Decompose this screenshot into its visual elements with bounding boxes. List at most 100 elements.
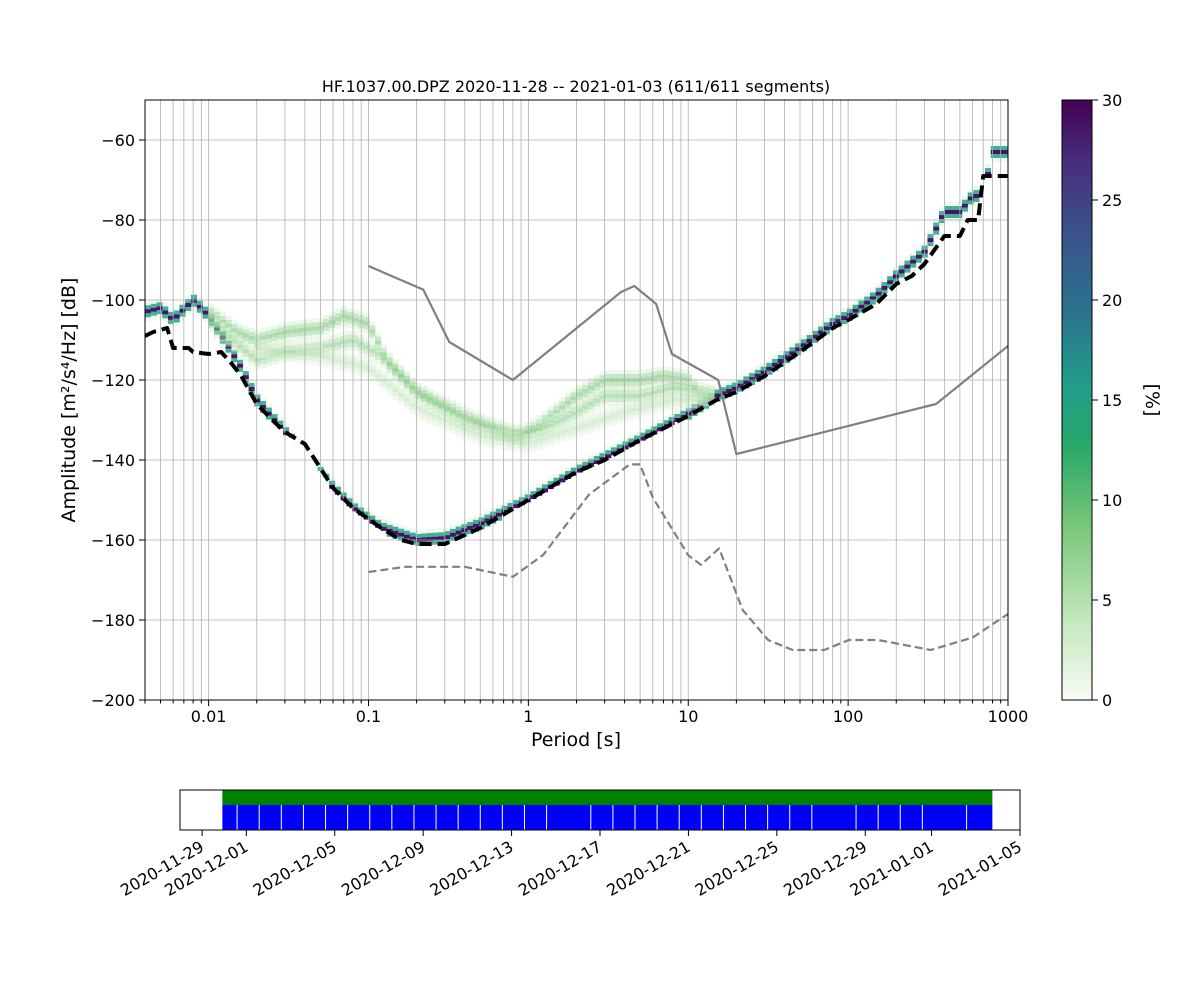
density-cell [513,431,520,436]
density-cell [283,427,290,432]
density-cell [375,332,382,337]
density-cell [513,437,520,442]
density-cell [593,378,600,383]
density-cell [271,344,278,349]
density-cell [352,309,359,314]
density-cell [582,389,589,394]
density-cell [386,354,393,359]
density-cell [846,304,853,309]
density-cell [145,317,152,322]
density-cell [772,354,779,359]
density-cell [352,313,359,318]
colorbar-tick-label: 10 [1102,491,1122,510]
x-tick-label: 100 [833,707,864,726]
density-cell [467,522,474,527]
density-cell [593,402,600,407]
density-cell [582,397,589,402]
density-cell [150,299,157,304]
density-cell [346,315,353,320]
density-cell [409,402,416,407]
density-cell [478,426,485,431]
density-cell [248,327,255,332]
density-cell [294,436,301,441]
density-cell [444,403,451,408]
density-cell [208,324,215,329]
density-cell [726,384,733,389]
density-cell [455,414,462,419]
density-cell [438,416,445,421]
density-cell [495,508,502,513]
density-cell [191,290,198,295]
density-cell [432,393,439,398]
density-cell [766,358,773,363]
density-cell [576,408,583,413]
density-cell [162,306,169,311]
density-cell [576,460,583,465]
density-cell [346,365,353,370]
density-cell [438,412,445,417]
density-cell [300,343,307,348]
density-cell [518,435,526,440]
density-cell [869,288,876,293]
density-cell [611,370,618,374]
density-cell [933,226,940,231]
density-cell [616,415,623,420]
density-cell [271,348,278,353]
density-cell [564,410,572,415]
density-cell [570,422,577,427]
density-cell [559,397,566,402]
density-cell [265,358,272,363]
density-cell [398,532,405,537]
density-cell [507,422,514,427]
density-cell [478,423,485,428]
density-cell [214,321,221,326]
density-cell [484,443,491,448]
density-cell [156,302,163,307]
density-cell [306,335,313,340]
density-cell [639,401,646,406]
density-cell [484,435,491,440]
density-cell [501,438,508,443]
density-cell [996,146,1003,150]
density-cell [219,339,226,344]
density-cell [271,356,278,361]
density-cell [288,321,295,326]
density-cell [495,433,502,438]
density-cell [783,347,790,352]
density-cell [576,464,583,469]
density-cell [242,337,249,342]
density-cell [599,399,606,404]
density-cell [311,326,318,331]
density-cell [570,467,577,472]
density-cell [950,214,957,218]
density-cell [622,441,629,446]
density-cell [352,325,359,330]
timeline-ticks: 2020-11-292020-12-012020-12-052020-12-09… [117,830,1025,900]
density-cell [369,348,376,353]
density-cell [582,385,589,390]
density-cell [582,423,589,428]
density-cell [392,376,399,381]
density-cell [421,537,428,542]
density-cell [657,419,664,424]
density-cell [168,323,175,328]
density-cell [541,414,549,419]
station-minimum-line [145,174,1008,546]
density-cell [564,406,572,411]
density-cell [288,429,295,434]
density-cell [472,515,479,520]
density-cell [564,404,572,409]
density-cell [237,348,244,353]
density-cell [599,375,606,380]
density-cell [616,407,623,412]
density-cell [530,444,537,449]
density-cell [294,320,301,325]
density-cell [674,378,681,383]
density-cell [380,386,387,391]
density-cell [438,424,445,429]
density-cell [409,532,416,537]
density-cell [691,404,698,409]
density-cell [639,432,646,437]
density-cell [800,335,807,340]
density-cell [622,401,629,406]
